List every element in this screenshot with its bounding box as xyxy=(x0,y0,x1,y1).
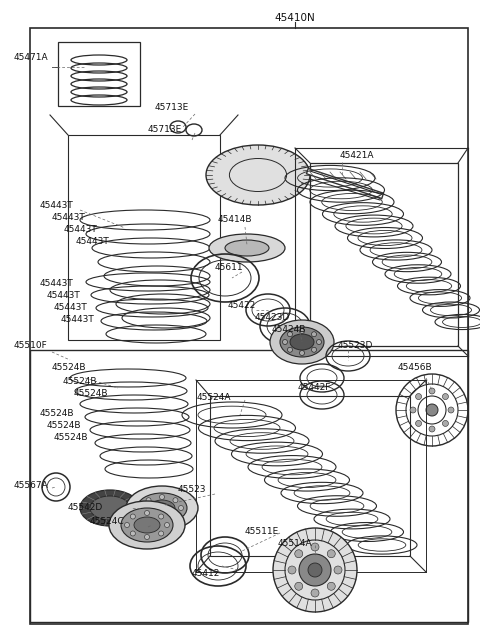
Circle shape xyxy=(159,516,165,522)
Text: 45524B: 45524B xyxy=(47,420,82,429)
Ellipse shape xyxy=(206,145,310,205)
Text: 45410N: 45410N xyxy=(275,13,315,23)
Text: 45443T: 45443T xyxy=(54,303,88,312)
Text: 45567A: 45567A xyxy=(14,481,49,490)
Circle shape xyxy=(144,534,149,540)
Text: 45443T: 45443T xyxy=(61,316,95,324)
Text: 45423D: 45423D xyxy=(255,314,290,323)
Text: 45713E: 45713E xyxy=(148,125,182,134)
Text: 45510F: 45510F xyxy=(14,342,48,351)
Circle shape xyxy=(443,394,448,399)
Ellipse shape xyxy=(280,327,324,357)
Bar xyxy=(58,42,140,106)
Bar xyxy=(30,350,468,622)
Circle shape xyxy=(311,589,319,597)
Text: 45442F: 45442F xyxy=(298,383,331,392)
Circle shape xyxy=(299,554,331,586)
Circle shape xyxy=(288,332,292,337)
Text: 45524A: 45524A xyxy=(197,394,231,403)
Circle shape xyxy=(179,506,183,511)
Circle shape xyxy=(416,420,421,426)
Text: 45424B: 45424B xyxy=(272,326,306,335)
Text: 45511E: 45511E xyxy=(245,527,279,536)
Circle shape xyxy=(426,404,438,416)
Circle shape xyxy=(312,332,316,337)
Ellipse shape xyxy=(121,508,173,542)
Text: 45471A: 45471A xyxy=(14,52,48,61)
Circle shape xyxy=(288,348,292,352)
Circle shape xyxy=(124,522,130,527)
Circle shape xyxy=(295,582,303,590)
Text: 45414B: 45414B xyxy=(218,216,252,225)
Text: 45523D: 45523D xyxy=(338,340,373,349)
Circle shape xyxy=(146,498,151,503)
Text: 45524B: 45524B xyxy=(54,433,88,442)
Text: 45514A: 45514A xyxy=(278,538,312,547)
Circle shape xyxy=(165,522,169,527)
Ellipse shape xyxy=(126,486,198,530)
Text: 45443T: 45443T xyxy=(76,237,110,246)
Text: 45443T: 45443T xyxy=(47,291,81,301)
Circle shape xyxy=(300,351,304,355)
Text: 45524C: 45524C xyxy=(90,518,125,527)
Circle shape xyxy=(410,407,416,413)
Text: 45524B: 45524B xyxy=(40,408,74,417)
Circle shape xyxy=(311,543,319,551)
Circle shape xyxy=(141,506,145,511)
Text: 45524B: 45524B xyxy=(52,364,86,372)
Ellipse shape xyxy=(137,493,187,523)
Text: 45524B: 45524B xyxy=(63,376,97,385)
Ellipse shape xyxy=(134,517,160,533)
Bar xyxy=(310,163,458,346)
Circle shape xyxy=(288,566,296,574)
Ellipse shape xyxy=(80,490,140,526)
Circle shape xyxy=(146,513,151,518)
Text: 45443T: 45443T xyxy=(64,225,98,234)
Circle shape xyxy=(283,339,288,344)
Circle shape xyxy=(334,566,342,574)
Ellipse shape xyxy=(270,320,334,364)
Text: 45412: 45412 xyxy=(192,568,220,577)
Text: 45542D: 45542D xyxy=(68,504,103,513)
Circle shape xyxy=(295,550,303,557)
Circle shape xyxy=(131,514,135,519)
Text: 45524B: 45524B xyxy=(74,390,108,399)
Bar xyxy=(210,396,410,556)
Text: 45443T: 45443T xyxy=(52,212,86,221)
Circle shape xyxy=(159,531,164,536)
Circle shape xyxy=(429,426,435,432)
Circle shape xyxy=(144,511,149,515)
Circle shape xyxy=(327,550,335,557)
Circle shape xyxy=(159,495,165,499)
Text: 45422: 45422 xyxy=(228,301,256,310)
Circle shape xyxy=(327,582,335,590)
Circle shape xyxy=(416,394,421,399)
Text: 45523: 45523 xyxy=(178,486,206,495)
Circle shape xyxy=(429,388,435,394)
Ellipse shape xyxy=(209,234,285,262)
Circle shape xyxy=(173,498,178,503)
Circle shape xyxy=(159,514,164,519)
Circle shape xyxy=(312,348,316,352)
Circle shape xyxy=(443,420,448,426)
Circle shape xyxy=(173,513,178,518)
Ellipse shape xyxy=(225,240,269,256)
Text: 45713E: 45713E xyxy=(155,102,189,111)
Circle shape xyxy=(273,528,357,612)
Text: 45421A: 45421A xyxy=(340,150,374,159)
Ellipse shape xyxy=(109,501,185,549)
Circle shape xyxy=(300,328,304,333)
Circle shape xyxy=(308,563,322,577)
Ellipse shape xyxy=(290,334,314,350)
Circle shape xyxy=(131,531,135,536)
Ellipse shape xyxy=(149,500,175,516)
Text: 45456B: 45456B xyxy=(398,364,432,372)
Text: 45443T: 45443T xyxy=(40,200,74,209)
Circle shape xyxy=(316,339,322,344)
Ellipse shape xyxy=(90,496,130,520)
Text: 45443T: 45443T xyxy=(40,280,74,289)
Circle shape xyxy=(448,407,454,413)
Text: 45611: 45611 xyxy=(215,264,244,273)
